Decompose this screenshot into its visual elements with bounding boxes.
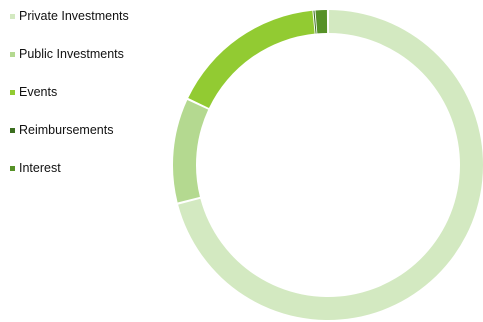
donut-slice-events [188, 10, 315, 108]
legend-item-public-investments: Public Investments [10, 46, 129, 62]
legend-item-interest: Interest [10, 160, 129, 176]
legend-swatch-interest [10, 165, 15, 171]
legend-label-events: Events [19, 85, 58, 99]
legend-item-reimbursements: Reimbursements [10, 122, 129, 138]
donut-slice-interest [315, 10, 328, 34]
donut-slice-reimbursements [313, 10, 317, 34]
legend-label-private-investments: Private Investments [19, 9, 129, 23]
legend-swatch-public-investments [10, 51, 15, 57]
donut-slice-public-investments [172, 99, 209, 203]
legend-label-public-investments: Public Investments [19, 47, 124, 61]
legend-label-reimbursements: Reimbursements [19, 123, 114, 137]
legend-swatch-reimbursements [10, 127, 15, 133]
legend: Private Investments Public Investments E… [10, 8, 129, 198]
legend-item-events: Events [10, 84, 129, 100]
legend-swatch-events [10, 89, 15, 95]
legend-swatch-private-investments [10, 13, 15, 19]
legend-item-private-investments: Private Investments [10, 8, 129, 24]
legend-label-interest: Interest [19, 161, 61, 175]
